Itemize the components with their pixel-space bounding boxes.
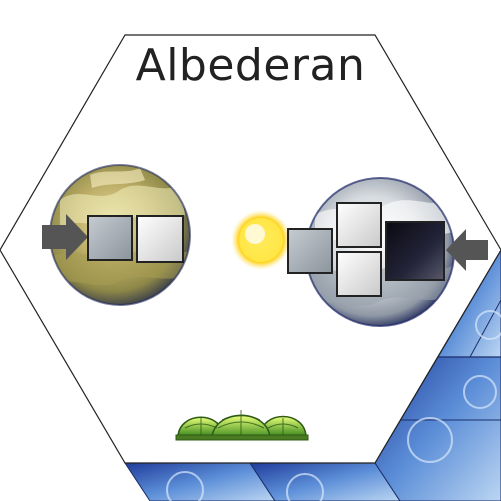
dome-habitat-icon[interactable] bbox=[175, 410, 309, 441]
resource-slot-grey-right[interactable] bbox=[287, 228, 333, 274]
neighbor-tiles bbox=[124, 249, 501, 501]
resource-slot-white-bottom[interactable] bbox=[336, 251, 382, 297]
resource-slot-white-top[interactable] bbox=[336, 202, 382, 248]
left-arrow bbox=[42, 214, 88, 260]
resource-slot-grey[interactable] bbox=[87, 215, 133, 261]
resource-slot-white[interactable] bbox=[136, 215, 184, 263]
arrow-in-right-icon bbox=[446, 229, 488, 271]
arrow-in-left-icon bbox=[42, 214, 88, 260]
resource-slot-dark[interactable] bbox=[385, 221, 445, 281]
star-icon[interactable] bbox=[231, 210, 291, 270]
